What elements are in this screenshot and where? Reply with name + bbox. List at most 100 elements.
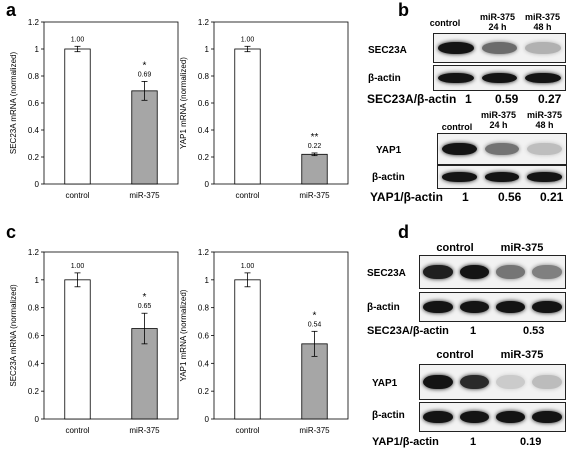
- yap1-band: [527, 142, 563, 156]
- y-tick-label: 1.2: [198, 18, 210, 27]
- blot-b-header-48h: miR-375 48 h: [524, 12, 560, 32]
- y-tick-label: 1: [35, 276, 40, 285]
- plot-frame: [213, 251, 349, 420]
- sec23a-band: [532, 265, 562, 279]
- blot-b-sec23a-ratio-1: 1: [465, 92, 472, 106]
- actin-band: [484, 172, 520, 182]
- y-tick-label: 0.2: [28, 387, 40, 396]
- sec23a-band: [525, 42, 562, 54]
- actin-band: [525, 72, 562, 84]
- y-tick-label: 0.8: [28, 304, 40, 313]
- blot-b-yap1-ratio-3: 0.21: [540, 190, 564, 204]
- significance-marker: **: [311, 132, 319, 143]
- y-axis-label: YAP1 mRNA (normalized): [179, 289, 188, 381]
- plot-frame: [43, 251, 179, 420]
- blot-d-sec23a-ratio-label: SEC23A/β-actin: [367, 325, 449, 337]
- y-tick-label: 1.2: [198, 248, 210, 257]
- x-tick-label: miR-375: [129, 426, 160, 435]
- chart-c-yap1: 0 0.2 0.4 0.6 0.8 1 1.2 YAP1 mRNA (normalized) 1…: [179, 248, 349, 435]
- y-tick-label: 1: [35, 45, 40, 54]
- y-tick-label: 0.6: [198, 99, 210, 108]
- actin-band: [481, 72, 518, 84]
- actin-band: [441, 172, 477, 182]
- blot-b-yap1-ratio-label: YAP1/β-actin: [370, 190, 443, 204]
- blot-d-sec23a-label: SEC23A: [367, 268, 406, 279]
- plot-frame: [213, 21, 349, 185]
- x-tick-label: miR-375: [299, 426, 330, 435]
- bar: [301, 343, 328, 420]
- blot-d-actin-label: β-actin: [367, 302, 400, 313]
- blot-d-yap1-ratio-2: 0.19: [520, 436, 542, 448]
- panel-letter-c: c: [6, 222, 17, 242]
- blot-d-header-mir375: miR-375: [500, 242, 544, 254]
- significance-marker: *: [313, 310, 317, 321]
- y-axis-label: SEC23A mRNA (normalized): [9, 284, 18, 387]
- plot-frame: [43, 21, 179, 185]
- bar: [131, 90, 158, 185]
- data-label: 0.54: [308, 321, 322, 328]
- blot-d-sec23a-ratio-2: 0.53: [523, 325, 545, 337]
- data-label: 1.00: [71, 36, 85, 43]
- blot-b-yap1-header-24h: miR-375 24 h: [480, 110, 516, 130]
- blot-d-header-control: control: [436, 242, 474, 254]
- sec23a-band: [481, 42, 518, 54]
- blot-d-yap1-label: YAP1: [372, 378, 398, 389]
- yap1-band: [459, 374, 490, 390]
- x-tick-label: control: [235, 426, 259, 435]
- yap1-band: [423, 374, 453, 390]
- actin-band: [423, 411, 453, 423]
- actin-band: [532, 411, 562, 423]
- y-axis-label: YAP1 mRNA (normalized): [179, 57, 188, 149]
- x-tick-label: control: [235, 191, 259, 200]
- yap1-band: [532, 374, 562, 390]
- significance-marker: *: [143, 292, 147, 303]
- actin-band: [423, 301, 453, 313]
- blot-b-sec23a-label: SEC23A: [368, 45, 407, 56]
- significance-marker: *: [143, 60, 147, 71]
- blot-d-actin-image: [419, 292, 566, 322]
- blot-b-yap1-header-48h: miR-375 48 h: [526, 110, 562, 130]
- blot-b-sec23a-image: [433, 33, 566, 63]
- data-label: 1.00: [71, 263, 85, 270]
- sec23a-band: [495, 265, 526, 279]
- y-tick-label: 0.8: [28, 72, 40, 81]
- panel-letter-b: b: [398, 0, 409, 20]
- y-tick-label: 0.4: [198, 126, 210, 135]
- blot-d-yap1-image: [419, 364, 566, 400]
- y-tick-label: 1.2: [28, 18, 40, 27]
- blot-d-header-mir375-2: miR-375: [500, 349, 544, 361]
- blot-d-header-control-2: control: [436, 349, 474, 361]
- actin-band: [527, 172, 563, 182]
- y-tick-label: 1: [205, 45, 210, 54]
- y-tick-label: 0.2: [198, 153, 210, 162]
- blot-b-header-24h: miR-375 24 h: [479, 12, 515, 32]
- y-tick-label: 0.4: [28, 359, 40, 368]
- data-label: 0.69: [138, 71, 152, 78]
- blot-b-sec23a-ratio-3: 0.27: [538, 92, 562, 106]
- actin-band: [495, 301, 526, 313]
- chart-a-sec23a: 0 0.2 0.4 0.6 0.8 1 1.2 SEC23A mRNA (normalized…: [9, 18, 179, 200]
- blot-b-yap1-ratio-1: 1: [462, 190, 469, 204]
- y-tick-label: 1: [205, 276, 210, 285]
- y-tick-label: 0: [205, 180, 210, 189]
- x-tick-label: miR-375: [299, 191, 330, 200]
- y-axis-label: SEC23A mRNA (normalized): [9, 52, 18, 155]
- data-label: 0.22: [308, 143, 322, 150]
- bar: [301, 153, 328, 185]
- actin-band: [459, 301, 490, 313]
- sec23a-band: [437, 42, 474, 54]
- bar: [64, 48, 91, 185]
- y-tick-label: 0.8: [198, 304, 210, 313]
- blot-b-header-control: control: [429, 18, 461, 28]
- bar: [234, 48, 261, 185]
- y-tick-label: 0.4: [28, 126, 40, 135]
- sec23a-band: [459, 265, 490, 279]
- y-tick-label: 0.8: [198, 72, 210, 81]
- blot-b-sec23a-ratio-label: SEC23A/β-actin: [367, 92, 457, 106]
- data-label: 0.65: [138, 303, 152, 310]
- blot-b-actin-image: [433, 65, 566, 91]
- x-tick-label: control: [65, 426, 89, 435]
- blot-d-sec23a-ratio-1: 1: [470, 325, 477, 337]
- blot-b-actin-2-label: β-actin: [372, 172, 405, 183]
- bar: [64, 279, 91, 420]
